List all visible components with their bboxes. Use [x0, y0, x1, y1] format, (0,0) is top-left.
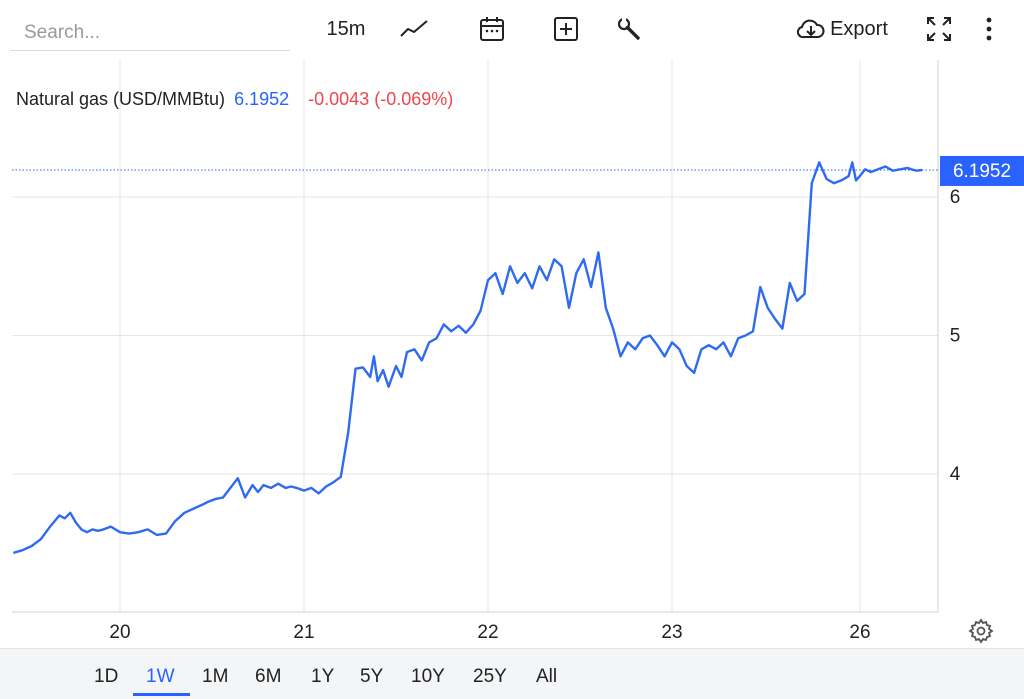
- price-chart[interactable]: 20 21 22 23 26 4 5 6 6.1952: [0, 56, 1024, 648]
- y-tick-label: 4: [950, 464, 961, 485]
- settings-tools-button[interactable]: [611, 12, 647, 46]
- more-options-button[interactable]: [976, 12, 1002, 46]
- active-range-indicator: [133, 693, 190, 696]
- price-series-line: [12, 161, 923, 555]
- cloud-download-icon: [797, 19, 825, 39]
- range-button-1m[interactable]: 1M: [202, 666, 229, 687]
- more-vertical-icon: [986, 17, 992, 41]
- range-button-25y[interactable]: 25Y: [473, 666, 507, 687]
- last-price-label: 6.1952: [953, 161, 1011, 182]
- fullscreen-button[interactable]: [922, 12, 956, 46]
- chart-type-button[interactable]: [396, 12, 432, 46]
- line-chart-icon: [400, 20, 428, 37]
- plus-box-icon: [554, 17, 578, 41]
- chart-area: 20 21 22 23 26 4 5 6 6.1952: [0, 56, 1024, 648]
- date-range-button[interactable]: [474, 12, 510, 46]
- chart-toolbar: 15m: [0, 0, 1024, 56]
- y-tick-label: 5: [950, 326, 961, 347]
- x-tick-label: 21: [293, 622, 314, 643]
- range-button-10y[interactable]: 10Y: [411, 666, 445, 687]
- interval-label: 15m: [326, 17, 366, 40]
- x-tick-label: 22: [477, 622, 498, 643]
- add-indicator-button[interactable]: [548, 12, 584, 46]
- range-selector-bar: 1D 1W 1M 6M 1Y 5Y 10Y 25Y All: [0, 648, 1024, 699]
- x-tick-label: 20: [109, 622, 130, 643]
- x-tick-label: 26: [849, 622, 870, 643]
- fullscreen-icon: [927, 17, 951, 41]
- range-button-6m[interactable]: 6M: [255, 666, 282, 687]
- search-input[interactable]: [10, 14, 286, 52]
- calendar-icon: [480, 17, 504, 41]
- instrument-name: Natural gas (USD/MMBtu): [16, 89, 226, 109]
- range-button-1y[interactable]: 1Y: [311, 666, 335, 687]
- wrench-icon: [617, 17, 640, 40]
- chart-settings-button[interactable]: [968, 618, 996, 646]
- legend-change: -0.0043 (-0.069%): [308, 89, 454, 109]
- search-box: [10, 14, 290, 52]
- range-button-1d[interactable]: 1D: [94, 666, 119, 687]
- y-tick-label: 6: [950, 187, 961, 208]
- last-price-badge: [940, 155, 1024, 186]
- range-button-5y[interactable]: 5Y: [360, 666, 384, 687]
- range-button-all[interactable]: All: [536, 666, 558, 687]
- legend-price: 6.1952: [234, 89, 290, 109]
- interval-selector[interactable]: 15m: [320, 12, 372, 46]
- range-button-1w[interactable]: 1W: [146, 666, 175, 687]
- export-button[interactable]: Export: [790, 12, 894, 46]
- gear-icon: [968, 618, 994, 644]
- export-label: Export: [830, 17, 888, 40]
- chart-legend: Natural gas (USD/MMBtu) 6.1952 -0.0043 (…: [16, 89, 453, 110]
- x-tick-label: 23: [661, 622, 682, 643]
